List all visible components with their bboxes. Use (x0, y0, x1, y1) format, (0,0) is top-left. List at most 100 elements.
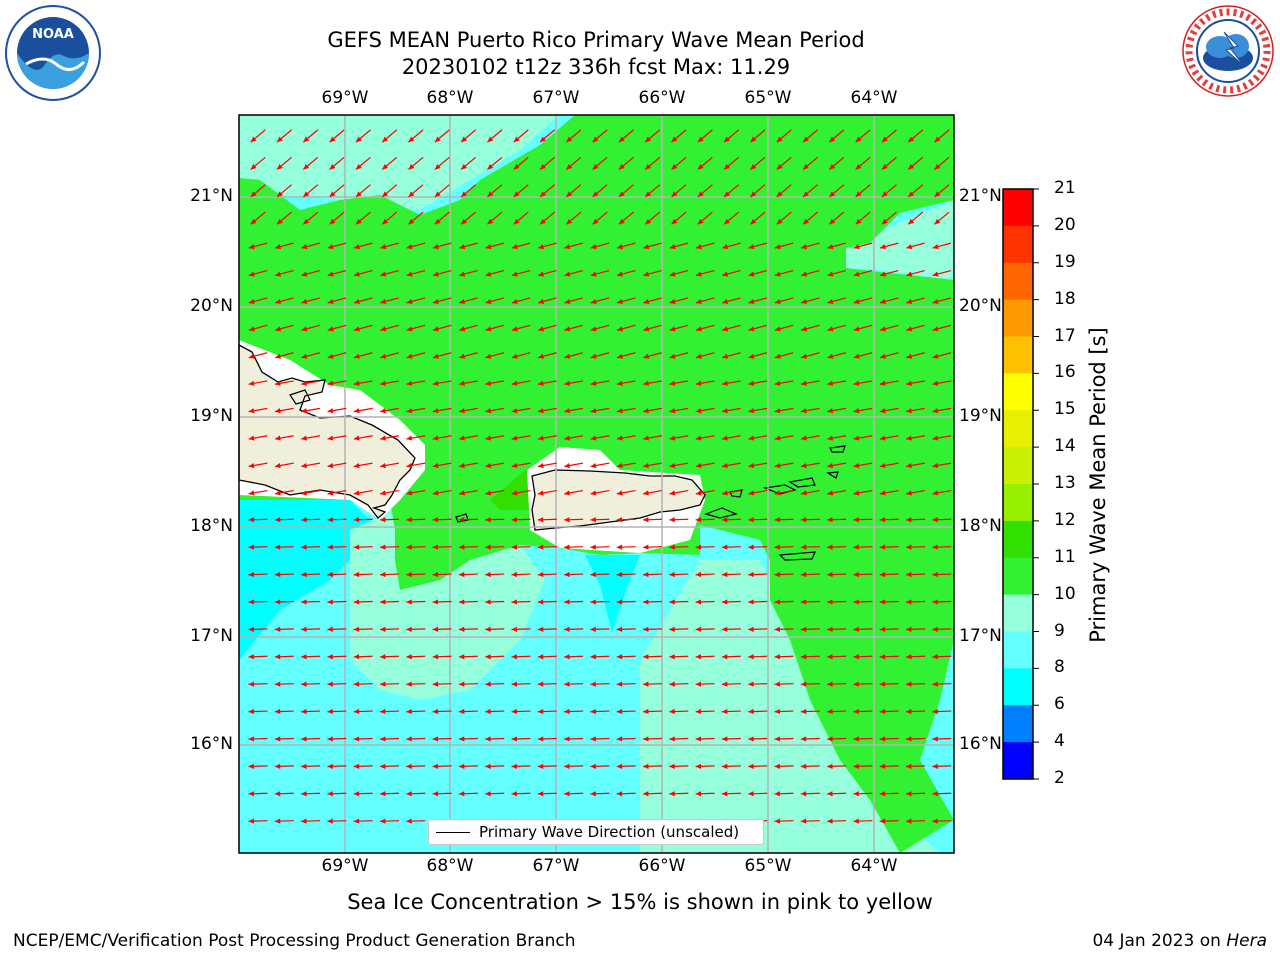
wave-arrow (750, 184, 766, 198)
wave-arrow (353, 489, 373, 496)
wave-arrow (434, 156, 450, 170)
wave-arrow (853, 763, 873, 769)
colorbar-tick-label: 19 (1054, 251, 1076, 272)
wave-arrow (616, 407, 636, 414)
wave-arrow (379, 763, 400, 769)
wave-arrow (408, 211, 424, 225)
wave-arrow (644, 184, 661, 198)
wave-arrow (248, 544, 268, 550)
colorbar-segment (1003, 520, 1033, 559)
wave-arrow (564, 324, 583, 332)
wave-arrow (932, 380, 952, 386)
wave-arrow (353, 626, 373, 632)
wave-arrow (406, 352, 426, 359)
wave-arrow (274, 708, 294, 715)
wave-arrow (879, 297, 899, 304)
wave-arrow (274, 380, 294, 386)
wave-arrow (721, 462, 741, 469)
wave-arrow (879, 242, 899, 250)
wave-arrow (511, 489, 531, 496)
wave-arrow (274, 462, 294, 469)
wave-arrow (539, 156, 555, 170)
wave-arrow (590, 763, 610, 769)
wave-arrow (565, 211, 582, 225)
wave-arrow (301, 791, 321, 797)
wave-arrow (932, 654, 952, 660)
wave-arrow (406, 654, 426, 660)
wave-arrow (669, 297, 689, 304)
wave-arrow (458, 517, 478, 523)
tortola-island (788, 477, 816, 488)
wave-arrow (748, 654, 768, 660)
wave-arrow (905, 544, 926, 550)
wave-arrow (748, 736, 768, 742)
wave-arrow (669, 791, 689, 797)
wave-arrow (381, 156, 398, 170)
wave-arrow (906, 269, 925, 277)
wave-arrow (274, 626, 294, 632)
wave-arrow (353, 791, 373, 797)
colorbar-segment (1003, 189, 1033, 227)
wave-arrow (827, 736, 847, 742)
wave-arrow (327, 763, 347, 769)
wave-arrow (827, 489, 847, 496)
wave-arrow (458, 544, 478, 550)
wave-arrow (879, 763, 899, 769)
wave-arrow (721, 708, 741, 715)
wave-arrow (432, 352, 452, 359)
wave-arrow (487, 184, 503, 198)
wave-arrow (905, 818, 926, 824)
wave-arrow (485, 380, 505, 386)
wave-arrow (695, 269, 715, 277)
wave-arrow (906, 435, 925, 441)
wave-arrow (380, 269, 399, 277)
wave-arrow (669, 708, 689, 715)
wave-arrow (855, 156, 871, 170)
wave-arrow (853, 791, 873, 797)
wave-arrow (590, 407, 610, 414)
lon-label-top: 68°W (426, 88, 474, 108)
wave-arrow (432, 462, 452, 469)
wave-arrow (590, 489, 610, 496)
wave-arrow (381, 129, 398, 143)
wave-arrow (460, 184, 477, 198)
hispaniola-island (238, 343, 416, 519)
wave-arrow (329, 184, 345, 198)
wave-arrow (723, 156, 740, 170)
wave-arrow (879, 681, 899, 687)
wave-arrow (434, 184, 450, 198)
wave-arrow (802, 129, 818, 143)
wave-arrow (827, 242, 846, 250)
wave-arrow (248, 571, 268, 578)
wave-arrow (721, 791, 741, 797)
wave-arrow (643, 380, 662, 386)
wave-arrow (642, 708, 663, 715)
wave-arrow (353, 571, 373, 578)
wave-arrow (460, 156, 477, 170)
wave-arrow (537, 242, 557, 250)
colorbar-tick-label: 12 (1054, 509, 1076, 530)
wave-arrow (537, 489, 557, 496)
wave-arrow (697, 129, 713, 143)
wave-arrow (642, 791, 663, 797)
wave-arrow (301, 242, 320, 250)
wave-arrow (406, 791, 426, 797)
wave-arrow (721, 736, 741, 742)
wave-arrow (513, 184, 529, 198)
wave-arrow (748, 435, 768, 441)
lat-label-right: 20°N (959, 296, 1002, 316)
wave-arrow (511, 681, 531, 687)
wave-arrow (642, 517, 663, 523)
wave-arrow (616, 435, 636, 441)
wave-arrow (380, 407, 399, 414)
wave-arrow (274, 269, 294, 277)
wave-arrow (248, 407, 268, 414)
wave-arrow (748, 407, 768, 414)
wave-arrow (485, 626, 505, 632)
wave-arrow (590, 791, 610, 797)
wave-arrow (511, 352, 531, 359)
wave-arrow (616, 352, 636, 359)
wave-arrow (879, 324, 899, 332)
wave-arrow (537, 269, 557, 277)
wave-arrow (642, 544, 663, 550)
